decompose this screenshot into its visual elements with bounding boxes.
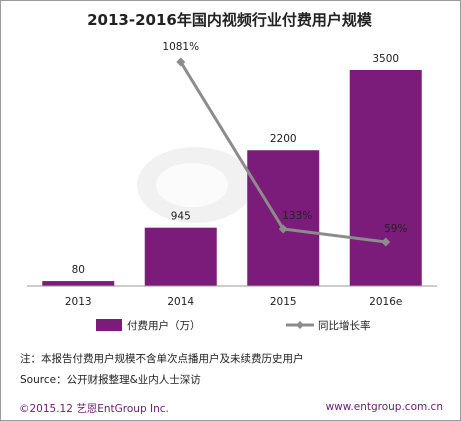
x-tick-2016e: 2016e bbox=[369, 296, 402, 308]
legend-swatch-bars bbox=[96, 319, 122, 331]
bar-2016e bbox=[349, 70, 422, 286]
legend-label-bars: 付费用户（万） bbox=[127, 319, 201, 332]
website-url: www.entgroup.com.cn bbox=[325, 401, 443, 413]
growth-label-2015: 133% bbox=[282, 210, 312, 222]
growth-point-2014 bbox=[176, 57, 186, 67]
growth-point-2015 bbox=[278, 224, 288, 234]
bar-label-2014: 945 bbox=[171, 211, 191, 223]
growth-label-2014: 1081% bbox=[162, 41, 199, 53]
x-tick-2014: 2014 bbox=[167, 296, 194, 308]
x-tick-2015: 2015 bbox=[270, 296, 297, 308]
bar-2014 bbox=[144, 227, 217, 286]
watermark-logo bbox=[137, 147, 253, 223]
chart-title: 2013-2016年国内视频行业付费用户规模 bbox=[87, 11, 372, 29]
footnote: 注：本报告付费用户规模不含单次点播用户及未续费历史用户 bbox=[20, 353, 304, 365]
bar-2013 bbox=[42, 281, 115, 286]
legend-label-line: 同比增长率 bbox=[318, 319, 371, 332]
source-note: Source：公开财报整理&业内人士深访 bbox=[20, 374, 201, 386]
bar-label-2015: 2200 bbox=[270, 133, 297, 145]
bar-label-2013: 80 bbox=[72, 264, 85, 276]
legend-marker-line bbox=[296, 321, 304, 329]
x-tick-2013: 2013 bbox=[65, 296, 92, 308]
copyright: ©2015.12 艺恩EntGroup Inc. bbox=[19, 403, 169, 415]
bar-2015 bbox=[247, 150, 320, 286]
growth-point-2016e bbox=[381, 237, 391, 247]
bar-label-2016e: 3500 bbox=[372, 53, 399, 65]
growth-label-2016e: 59% bbox=[384, 223, 407, 235]
